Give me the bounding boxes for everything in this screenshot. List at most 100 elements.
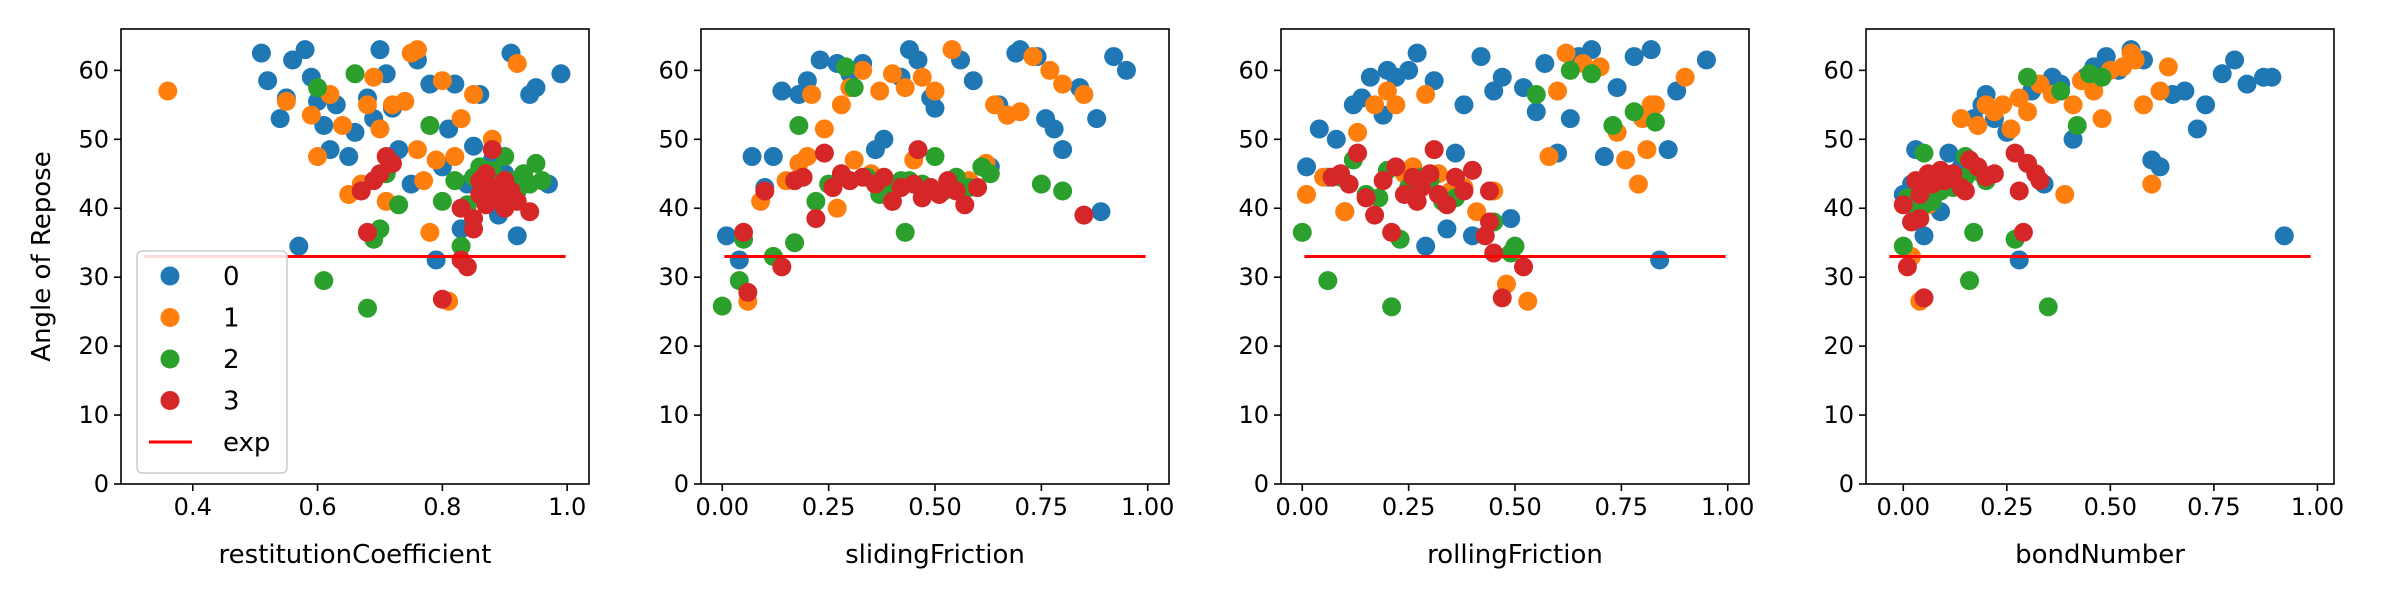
data-point bbox=[1411, 178, 1431, 198]
data-point bbox=[258, 71, 278, 91]
data-point bbox=[308, 78, 328, 98]
data-point bbox=[414, 171, 434, 191]
data-point bbox=[1467, 202, 1487, 222]
data-point bbox=[295, 40, 315, 60]
data-point bbox=[814, 143, 834, 163]
data-point bbox=[158, 81, 178, 101]
legend-label-2: 2 bbox=[223, 345, 240, 375]
data-point bbox=[1556, 43, 1576, 63]
data-point bbox=[2262, 67, 2282, 87]
data-point bbox=[797, 147, 817, 167]
data-point bbox=[1116, 60, 1136, 80]
data-point bbox=[382, 153, 402, 173]
y-tick-label: 10 bbox=[658, 401, 689, 429]
data-point bbox=[806, 191, 826, 211]
data-point bbox=[810, 50, 830, 70]
data-point bbox=[1356, 188, 1376, 208]
data-point bbox=[1053, 140, 1073, 160]
y-tick-label: 0 bbox=[94, 470, 109, 498]
data-point bbox=[507, 53, 527, 73]
data-point bbox=[785, 233, 805, 253]
legend: 0 1 2 3 exp bbox=[136, 250, 288, 474]
data-point bbox=[345, 64, 365, 84]
data-point bbox=[793, 167, 813, 187]
data-point bbox=[1645, 112, 1665, 132]
series-3 bbox=[1893, 143, 2050, 308]
data-point bbox=[426, 150, 446, 170]
data-point bbox=[814, 119, 834, 139]
data-point bbox=[1373, 171, 1393, 191]
data-point bbox=[395, 91, 415, 111]
data-point bbox=[407, 140, 427, 160]
data-point bbox=[1914, 143, 1934, 163]
data-point bbox=[1348, 122, 1368, 142]
x-axis-label: restitutionCoefficient bbox=[219, 540, 492, 570]
data-point bbox=[2009, 181, 2029, 201]
legend-marker-1 bbox=[160, 308, 180, 327]
data-point bbox=[1984, 164, 2004, 184]
x-tick-label: 0.25 bbox=[802, 493, 855, 521]
subplot-2: 0.00 0.25 0.50 0.75 1.00 0 10 20 30 40 50 60 sliding… bbox=[658, 28, 1174, 570]
data-point bbox=[734, 222, 754, 242]
y-tick-label: 20 bbox=[658, 332, 689, 360]
data-point bbox=[827, 198, 847, 218]
data-point bbox=[1382, 222, 1402, 242]
data-point bbox=[464, 84, 484, 104]
data-point bbox=[2063, 95, 2083, 115]
data-point bbox=[717, 226, 737, 246]
data-point bbox=[1650, 250, 1670, 270]
data-point bbox=[1424, 140, 1444, 160]
data-point bbox=[946, 181, 966, 201]
data-point bbox=[2084, 81, 2104, 101]
data-point bbox=[1658, 140, 1678, 160]
data-point bbox=[1594, 147, 1614, 167]
data-point bbox=[464, 136, 484, 156]
data-point bbox=[426, 250, 446, 270]
data-point bbox=[712, 296, 732, 316]
data-point bbox=[1437, 195, 1457, 215]
y-tick-label: 50 bbox=[1823, 125, 1854, 153]
data-point bbox=[1560, 109, 1580, 129]
series-3 bbox=[734, 140, 1094, 302]
data-point bbox=[2158, 57, 2178, 77]
data-point bbox=[301, 105, 321, 125]
data-point bbox=[370, 40, 390, 60]
data-point bbox=[451, 109, 471, 129]
data-point bbox=[1607, 78, 1627, 98]
data-point bbox=[1339, 174, 1359, 194]
data-point bbox=[802, 84, 822, 104]
data-point bbox=[1641, 40, 1661, 60]
x-tick-label: 0.6 bbox=[298, 493, 336, 521]
legend-frame bbox=[136, 250, 288, 474]
data-point bbox=[1910, 209, 1930, 229]
data-point bbox=[526, 153, 546, 173]
data-point bbox=[1526, 102, 1546, 122]
data-point bbox=[364, 67, 384, 87]
data-point bbox=[1382, 297, 1402, 317]
data-point bbox=[1462, 160, 1482, 180]
data-point bbox=[1560, 60, 1580, 80]
y-tick-label: 60 bbox=[1238, 56, 1269, 84]
data-point bbox=[1348, 143, 1368, 163]
data-point bbox=[314, 116, 334, 136]
data-point bbox=[1501, 209, 1521, 229]
data-point bbox=[2055, 184, 2075, 204]
data-point bbox=[520, 202, 540, 222]
data-point bbox=[339, 147, 359, 167]
data-point bbox=[2212, 64, 2232, 84]
y-tick-label: 30 bbox=[78, 263, 109, 291]
data-point bbox=[1964, 222, 1984, 242]
x-axis-label: bondNumber bbox=[2015, 540, 2185, 570]
data-point bbox=[1360, 67, 1380, 87]
data-point bbox=[1318, 271, 1338, 291]
data-point bbox=[2121, 43, 2141, 63]
data-point bbox=[772, 257, 792, 277]
data-point bbox=[1420, 164, 1440, 184]
data-point bbox=[1968, 116, 1988, 136]
data-point bbox=[251, 43, 271, 63]
data-point bbox=[874, 129, 894, 149]
data-point bbox=[1074, 205, 1094, 225]
data-point bbox=[432, 191, 452, 211]
data-point bbox=[432, 71, 452, 91]
data-point bbox=[1407, 43, 1427, 63]
